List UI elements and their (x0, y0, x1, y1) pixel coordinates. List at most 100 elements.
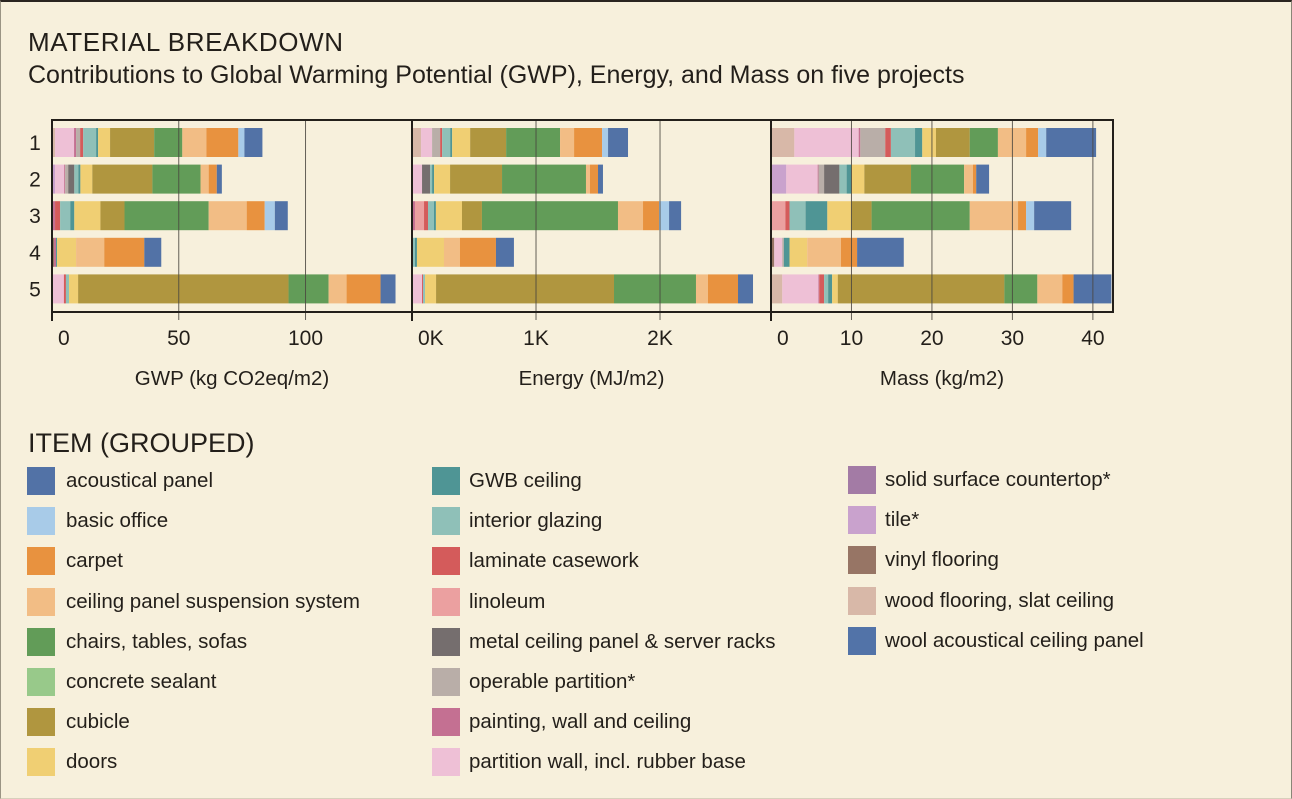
bar-segment-mass-project-1-basic-office (1038, 128, 1047, 157)
bar-segment-energy-project-4-ceiling-panel-suspension-system (443, 237, 460, 267)
bar-segment-energy-project-5-partition-wall-incl-rubber-base (412, 274, 423, 304)
legend-item-linoleum: linoleum (432, 587, 776, 628)
bar-segment-energy-project-5-laminate-casework (422, 274, 424, 304)
legend-swatch (27, 467, 55, 495)
legend-item-concrete-sealant: concrete sealant (27, 667, 360, 708)
bar-segment-mass-project-4-ceiling-panel-suspension-system (807, 237, 842, 267)
bar-segment-gwp-project-1-ceiling-panel-suspension-system (182, 128, 207, 157)
bar-segment-energy-project-1-acoustical-panel (608, 128, 629, 157)
bar-segment-mass-project-3-interior-glazing (789, 201, 806, 231)
legend-item-laminate-casework: laminate casework (432, 547, 776, 587)
bar-segment-energy-project-2-metal-ceiling-panel-server-racks (422, 164, 431, 194)
bar-segment-mass-project-2-gwb-ceiling (846, 164, 852, 194)
bar-segment-energy-project-2-partition-wall-incl-rubber-base (412, 164, 423, 194)
tick-label-energy-1k: 1K (523, 327, 549, 350)
legend-label: carpet (66, 549, 123, 573)
bar-segment-gwp-project-1-acoustical-panel (244, 128, 263, 157)
bar-segment-mass-project-2-operable-partition (818, 164, 825, 194)
bar-segment-energy-project-3-linoleum (414, 201, 425, 231)
bar-segment-energy-project-1-doors (452, 128, 471, 157)
project-label-3: 3 (29, 205, 41, 228)
bar-segment-energy-project-3-doors (435, 201, 462, 231)
project-label-1: 1 (29, 132, 41, 155)
bar-segment-energy-project-2-chairs-tables-sofas (502, 164, 586, 194)
legend-column-2: GWB ceiling interior glazing laminate ca… (432, 467, 776, 789)
project-label-4: 4 (29, 242, 41, 265)
legend-swatch (848, 506, 876, 535)
legend-label: interior glazing (469, 509, 603, 533)
bar-segment-energy-project-1-interior-glazing (442, 128, 451, 157)
legend-item-vinyl-flooring: vinyl flooring (848, 546, 1144, 586)
tick-label-gwp-100: 100 (288, 327, 323, 350)
bar-segment-gwp-project-2-operable-partition (65, 164, 69, 194)
bar-segment-gwp-project-1-partition-wall-incl-rubber-base (55, 128, 75, 157)
legend-label: linoleum (469, 589, 546, 613)
tick-label-energy-2k: 2K (647, 327, 673, 350)
bar-segment-gwp-project-1-laminate-casework (80, 128, 84, 157)
bar-segment-gwp-project-4-vinyl-flooring (52, 237, 55, 267)
legend-item-carpet: carpet (27, 547, 360, 587)
bar-segment-mass-project-5-laminate-casework (819, 274, 825, 304)
bar-segment-gwp-project-2-interior-glazing (74, 164, 79, 194)
bar-segment-gwp-project-5-laminate-casework (63, 274, 66, 304)
bar-segment-mass-project-2-acoustical-panel (976, 164, 990, 194)
bar-segment-gwp-project-3-chairs-tables-sofas (124, 201, 209, 231)
legend-item-chairs-tables-sofas: chairs, tables, sofas (27, 627, 360, 668)
bar-segment-energy-project-2-doors (434, 164, 451, 194)
axis-title-gwp: GWP (kg CO2eq/m2) (135, 367, 329, 390)
bar-segment-gwp-project-1-cubicle (110, 128, 155, 157)
bar-segment-gwp-project-4-acoustical-panel (144, 237, 162, 267)
bar-segment-mass-project-4-gwb-ceiling (783, 237, 790, 267)
legend-label: tile* (885, 508, 920, 532)
bar-segment-gwp-project-3-gwb-ceiling (70, 201, 75, 231)
bar-segment-mass-project-3-ceiling-panel-suspension-system (969, 201, 1019, 231)
tick-label-gwp-0: 0 (58, 327, 70, 350)
bar-segment-gwp-project-3-interior-glazing (60, 201, 71, 231)
legend-label: doors (66, 750, 118, 774)
bar-segment-mass-project-4-doors (789, 237, 808, 267)
bar-segment-energy-project-5-carpet (708, 274, 739, 304)
bar-segment-mass-project-3-cubicle (851, 201, 872, 231)
bar-segment-mass-project-5-carpet (1062, 274, 1074, 304)
legend-item-partition-wall: partition wall, incl. rubber base (432, 748, 776, 788)
bar-segment-energy-project-3-painting-wall-and-ceiling (412, 201, 415, 231)
bar-segment-energy-project-1-wood-flooring-slat-ceiling (412, 128, 422, 157)
legend-label: concrete sealant (66, 669, 217, 693)
bar-segment-gwp-project-3-carpet (246, 201, 265, 231)
bar-segment-mass-project-5-painting-wall-and-ceiling (818, 274, 820, 304)
bar-segment-energy-project-2-cubicle (450, 164, 503, 194)
bar-segment-energy-project-1-chairs-tables-sofas (506, 128, 561, 157)
bar-segment-energy-project-4-carpet (459, 237, 496, 267)
bar-segment-mass-project-1-partition-wall-incl-rubber-base (794, 128, 859, 157)
legend-swatch (27, 708, 55, 737)
bar-segment-mass-project-1-painting-wall-and-ceiling (858, 128, 861, 157)
bar-segment-energy-project-2-interior-glazing (430, 164, 433, 194)
bar-segment-mass-project-2-metal-ceiling-panel-server-racks (824, 164, 840, 194)
bar-segment-gwp-project-2-chairs-tables-sofas (152, 164, 201, 194)
legend-column-1: acoustical panel basic office carpet cei… (27, 467, 360, 789)
bar-segment-gwp-project-2-tile (52, 164, 56, 194)
bar-segment-gwp-project-1-chairs-tables-sofas (154, 128, 183, 157)
bar-segment-energy-project-3-interior-glazing (428, 201, 434, 231)
legend-label: painting, wall and ceiling (469, 710, 692, 734)
bar-segment-gwp-project-2-partition-wall-incl-rubber-base (55, 164, 65, 194)
tick-label-energy-0k: 0K (418, 327, 444, 350)
legend-label: laminate casework (469, 549, 639, 573)
legend-item-cubicle: cubicle (27, 708, 360, 748)
legend-item-basic-office: basic office (27, 507, 360, 547)
legend-column-3: solid surface countertop* tile* vinyl fl… (848, 466, 1144, 667)
bar-segment-mass-project-2-painting-wall-and-ceiling (817, 164, 819, 194)
bar-segment-energy-project-4-gwb-ceiling (414, 237, 417, 267)
legend-item-ceiling-panel-suspension-system: ceiling panel suspension system (27, 587, 360, 628)
legend-swatch (27, 627, 55, 656)
bar-segment-mass-project-3-doors (827, 201, 852, 231)
bar-segment-gwp-project-3-laminate-casework (55, 201, 61, 231)
bar-segment-mass-project-2-chairs-tables-sofas (911, 164, 965, 194)
bar-segment-energy-project-3-cubicle (461, 201, 482, 231)
tick-label-mass-40: 40 (1081, 327, 1104, 350)
bar-segment-gwp-project-2-cubicle (92, 164, 153, 194)
bar-segment-gwp-project-3-cubicle (100, 201, 125, 231)
bar-segment-mass-project-5-chairs-tables-sofas (1004, 274, 1038, 304)
